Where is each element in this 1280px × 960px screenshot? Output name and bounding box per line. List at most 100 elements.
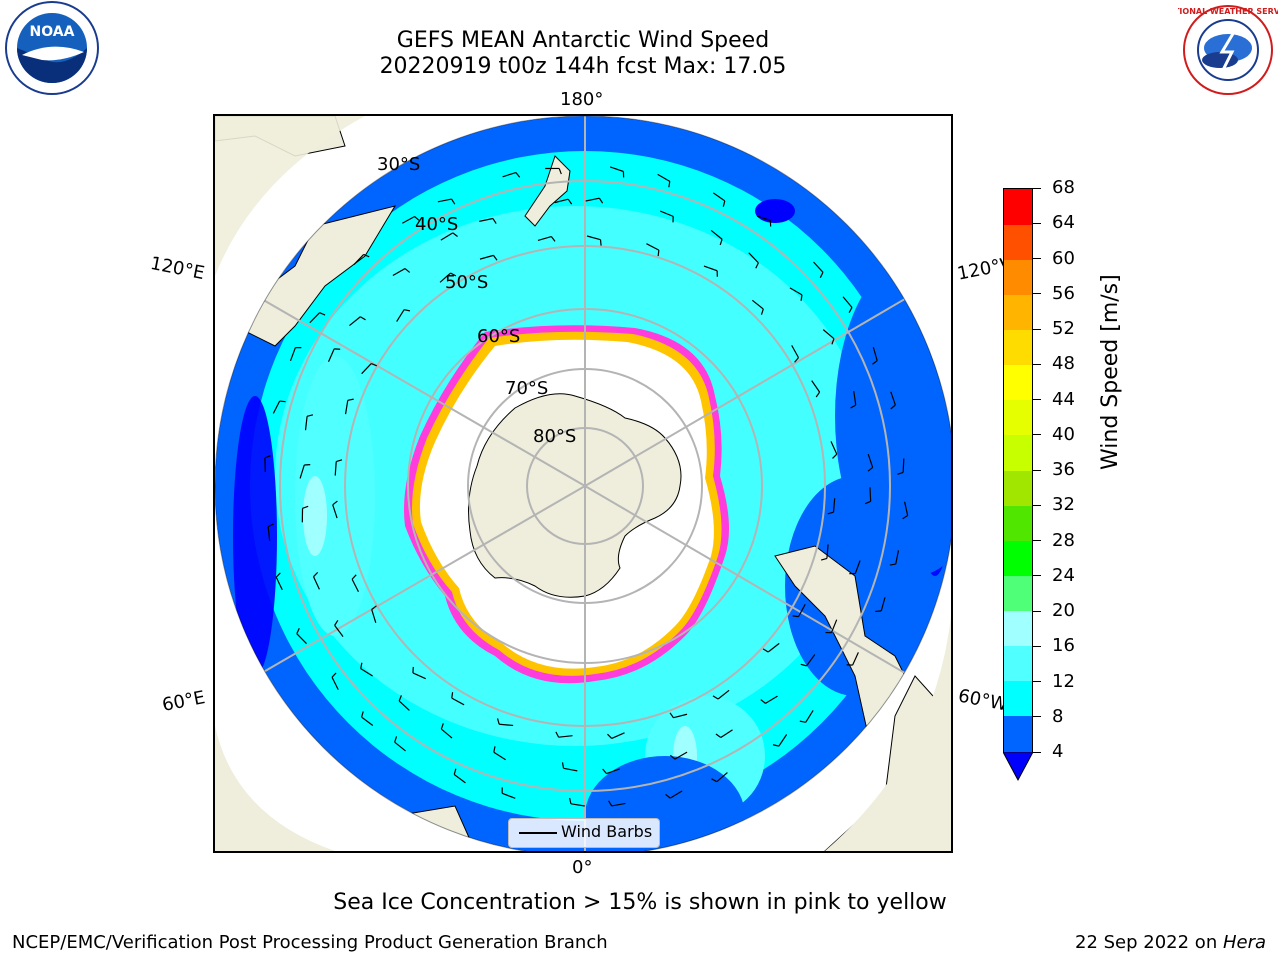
wind-barb-flag: [820, 557, 828, 561]
wind-barb-flag: [371, 362, 378, 367]
colorbar-segment: [1004, 645, 1032, 682]
colorbar-tick-label: 24: [1052, 564, 1075, 586]
colorbar-segment: [1004, 540, 1032, 576]
wind-barb-flag: [440, 723, 444, 730]
wind-barb-flag: [492, 218, 497, 224]
wind-barb: [811, 380, 821, 393]
wind-barb: [765, 695, 778, 704]
colorbar-tick-label: 60: [1052, 247, 1075, 269]
wind-barb: [554, 198, 569, 204]
wind-barb-flag: [296, 627, 300, 634]
wind-barbs: [264, 166, 909, 807]
colorbar-tick-label: 28: [1052, 529, 1075, 551]
wind-barb-flag: [832, 453, 838, 459]
colorbar-tick: [1033, 328, 1041, 330]
wind-barb-flag: [799, 720, 806, 723]
wind-barb: [751, 299, 764, 310]
wind-barb: [439, 272, 451, 283]
wind-barb: [789, 287, 803, 296]
noaa-logo-text: NOAA: [30, 24, 75, 40]
lon-label-0: 0°: [572, 857, 593, 878]
wind-barb-flag: [451, 198, 456, 205]
colorbar-tick-label: 68: [1052, 177, 1075, 198]
colorbar-tick: [1033, 540, 1041, 541]
wind-barb: [830, 441, 838, 455]
wind-barb: [334, 625, 344, 637]
colorbar-tick: [1033, 716, 1041, 718]
graticule: [215, 116, 951, 851]
wind-barb-flag: [306, 414, 314, 417]
colorbar-segment: [1004, 364, 1032, 401]
machine-name: Hera: [1222, 932, 1266, 953]
wind-barb-flag: [760, 308, 764, 315]
wind-barb-legend: Wind Barbs: [508, 818, 660, 848]
lat-label-30s: 30°S: [377, 154, 421, 175]
colorbar-segment: [1004, 329, 1032, 366]
wind-barb: [673, 713, 688, 719]
lon-label-120e: 120°E: [148, 252, 207, 285]
wind-barb: [493, 751, 506, 761]
wind-barb: [299, 464, 305, 479]
lat-label-60s: 60°S: [477, 326, 521, 347]
colorbar-segment: [1004, 294, 1032, 330]
wind-barb-flag: [403, 309, 411, 312]
wind-barb: [267, 526, 271, 541]
wind-barb: [398, 700, 410, 711]
colorbar-under-arrow: [1003, 752, 1033, 782]
wind-barb-flag: [561, 762, 565, 769]
lon-label-180: 180°: [560, 89, 604, 110]
colorbar-tick: [1033, 504, 1041, 506]
colorbar: [1003, 188, 1033, 752]
wind-barb: [904, 501, 909, 516]
colorbar-tick: [1033, 434, 1041, 436]
wind-barb: [585, 197, 600, 202]
wind-barb: [440, 232, 454, 241]
wind-barb: [353, 254, 365, 265]
colorbar-tick: [1033, 399, 1041, 400]
wind-barb-flag: [275, 572, 281, 578]
wind-barb-flag: [550, 236, 556, 242]
colorbar-tick-label: 20: [1052, 600, 1075, 621]
wind-barb-flag: [668, 181, 671, 188]
wind-barb-flag: [800, 294, 803, 301]
wind-barb-flag: [800, 663, 807, 667]
wind-barb: [717, 689, 730, 700]
wind-barb: [712, 192, 726, 202]
wind-barb: [296, 633, 307, 645]
wind-barb-flag: [755, 262, 759, 269]
wind-barb: [351, 578, 359, 593]
wind-barb-flag: [493, 255, 498, 261]
wind-barb-flag: [404, 268, 411, 273]
wind-barb-flag: [598, 197, 604, 204]
wind-barb-flag: [722, 200, 726, 207]
wind-barb-flag: [567, 198, 573, 205]
wind-barb-flag: [493, 746, 496, 753]
wind-barb: [451, 697, 465, 706]
colorbar-tick: [1033, 293, 1041, 295]
lat-label-50s: 50°S: [445, 272, 489, 293]
wind-barb-flag: [608, 800, 613, 807]
wind-barb: [479, 217, 494, 222]
wind-barb: [767, 642, 780, 653]
wind-barb-flag: [452, 232, 458, 237]
wind-barb: [479, 254, 494, 260]
wind-barb: [703, 265, 718, 272]
legend-line: [519, 832, 557, 834]
colorbar-segment: [1004, 680, 1032, 717]
credit-text: NCEP/EMC/Verification Post Processing Pr…: [12, 932, 608, 953]
wind-barb-flag: [279, 400, 286, 403]
wind-barb-flag: [864, 500, 871, 505]
wind-barb-flag: [569, 797, 572, 804]
wind-barb-flag: [555, 731, 560, 738]
wind-barb: [537, 236, 552, 242]
wind-barb: [872, 347, 878, 361]
wind-barb: [720, 729, 733, 739]
wind-barb-flag: [361, 711, 364, 718]
wind-barb-flag: [398, 695, 402, 702]
wind-barb-flag: [394, 736, 398, 743]
wind-barb-flag: [850, 404, 857, 409]
wind-barb: [606, 768, 620, 775]
wind-barb: [289, 347, 296, 362]
wind-barb-flag: [302, 505, 309, 509]
wind-barb: [501, 792, 516, 799]
